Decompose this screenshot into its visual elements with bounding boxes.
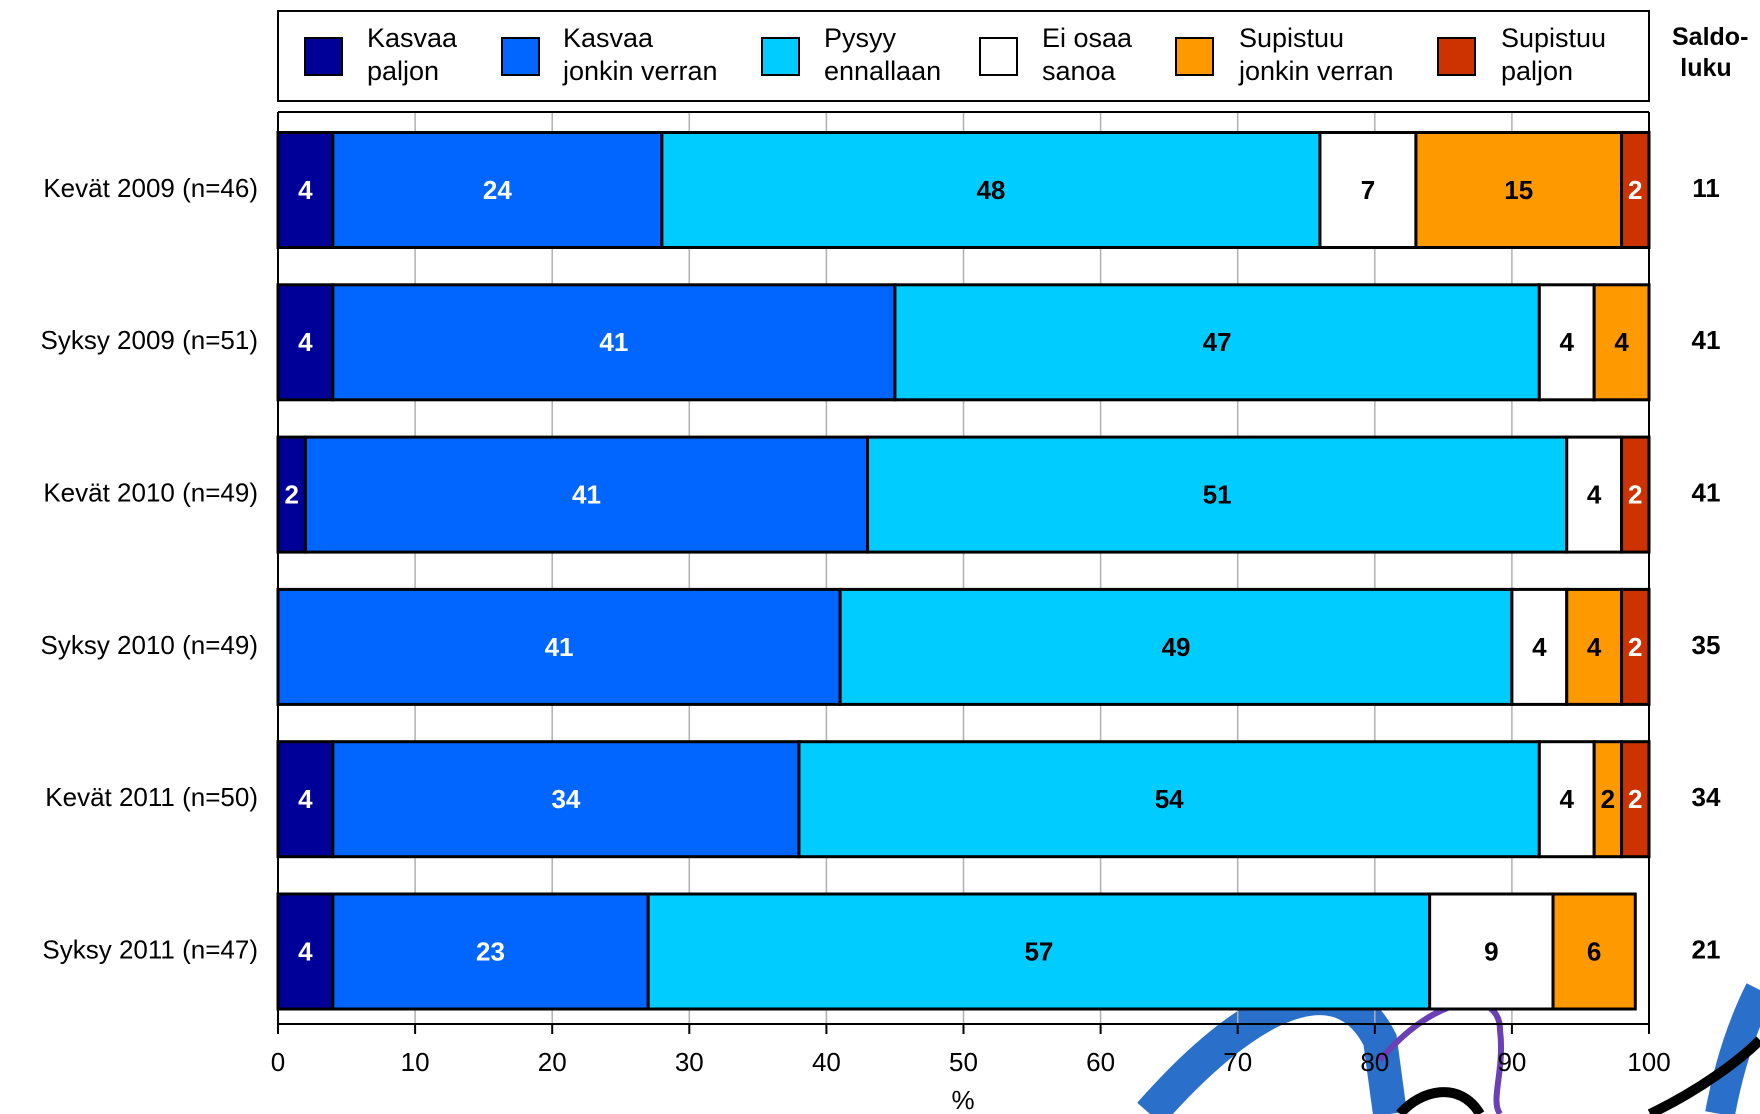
data-label: 2 xyxy=(1601,784,1615,814)
data-label: 4 xyxy=(1532,632,1547,662)
bar-segment xyxy=(1620,435,1651,554)
data-label: 54 xyxy=(1155,784,1184,814)
data-label: 4 xyxy=(1560,327,1575,357)
bar-segment xyxy=(276,740,335,859)
y-tick-label: Syksy 2011 (n=47) xyxy=(42,934,258,964)
legend-label: Kasvaa jonkin verran xyxy=(563,23,718,86)
data-label: 7 xyxy=(1361,175,1375,205)
bar-segment xyxy=(276,587,842,706)
bar-segment xyxy=(1620,131,1651,249)
x-tick-label: 0 xyxy=(271,1047,285,1077)
bar-segment xyxy=(331,283,897,402)
x-tick-label: 40 xyxy=(812,1047,841,1077)
bar-segment xyxy=(331,740,801,859)
data-label: 41 xyxy=(572,479,601,509)
data-label: 2 xyxy=(1628,479,1642,509)
data-label: 57 xyxy=(1024,936,1053,966)
saldo-value: 35 xyxy=(1692,630,1721,660)
x-tick-label: 30 xyxy=(675,1047,704,1077)
data-label: 4 xyxy=(1614,327,1629,357)
x-tick-label: 50 xyxy=(949,1047,978,1077)
bar-segment xyxy=(1537,740,1596,859)
legend-swatch xyxy=(979,37,1018,76)
data-label: 4 xyxy=(1560,784,1575,814)
legend-label: Supistuu paljon xyxy=(1501,23,1607,86)
data-label: 15 xyxy=(1504,175,1533,205)
data-label: 2 xyxy=(1628,175,1642,205)
bar-segment xyxy=(838,587,1514,706)
data-label: 48 xyxy=(976,175,1005,205)
bar-segment xyxy=(303,435,870,554)
bar-segment xyxy=(1551,892,1637,1011)
legend-swatch xyxy=(501,37,540,76)
data-label: 4 xyxy=(1587,632,1602,662)
saldo-value: 41 xyxy=(1692,477,1721,507)
saldo-value: 34 xyxy=(1692,782,1721,812)
x-axis-label: % xyxy=(951,1085,974,1114)
x-tick-label: 70 xyxy=(1223,1047,1252,1077)
x-tick-label: 20 xyxy=(538,1047,567,1077)
legend-label: Ei osaa sanoa xyxy=(1042,23,1133,86)
data-label: 2 xyxy=(1628,784,1642,814)
bar-segment xyxy=(1565,435,1624,554)
data-label: 9 xyxy=(1484,936,1498,966)
data-label: 2 xyxy=(284,479,298,509)
data-label: 41 xyxy=(599,327,628,357)
x-tick-label: 10 xyxy=(401,1047,430,1077)
saldo-header: Saldo- luku xyxy=(1672,23,1749,82)
legend-swatch xyxy=(1175,37,1214,76)
legend-label: Supistuu jonkin verran xyxy=(1239,23,1394,86)
y-tick-label: Syksy 2009 (n=51) xyxy=(40,325,258,355)
bar-segment xyxy=(331,892,650,1011)
saldo-value: 11 xyxy=(1692,173,1720,203)
bar-segment xyxy=(1428,892,1555,1011)
data-label: 4 xyxy=(298,936,313,966)
data-label: 41 xyxy=(545,632,574,662)
data-label: 6 xyxy=(1587,936,1601,966)
bar-segment xyxy=(1620,740,1651,859)
bar-segment xyxy=(331,131,664,249)
data-label: 51 xyxy=(1203,479,1232,509)
data-label: 4 xyxy=(1587,479,1602,509)
data-label: 4 xyxy=(298,327,313,357)
data-label: 23 xyxy=(476,936,505,966)
data-label: 34 xyxy=(551,784,580,814)
x-tick-label: 60 xyxy=(1086,1047,1115,1077)
legend-swatch xyxy=(1437,37,1476,76)
saldo-value: 21 xyxy=(1692,934,1721,964)
data-label: 47 xyxy=(1203,327,1232,357)
data-label: 2 xyxy=(1628,632,1642,662)
y-tick-label: Kevät 2010 (n=49) xyxy=(43,477,258,507)
bar-segment xyxy=(1510,587,1569,706)
y-tick-label: Syksy 2010 (n=49) xyxy=(40,630,258,660)
data-label: 4 xyxy=(298,175,313,205)
bar-segment xyxy=(276,892,335,1011)
bar-segment xyxy=(866,435,1569,554)
x-tick-label: 100 xyxy=(1627,1047,1670,1077)
legend-swatch xyxy=(761,37,800,76)
y-tick-label: Kevät 2009 (n=46) xyxy=(43,173,258,203)
data-label: 49 xyxy=(1162,632,1191,662)
x-tick-label: 80 xyxy=(1360,1047,1389,1077)
legend-label: Pysyy ennallaan xyxy=(824,23,942,86)
bar-segment xyxy=(893,283,1541,402)
legend-swatch xyxy=(304,37,343,76)
bar-segment xyxy=(1592,283,1651,402)
bar-segment xyxy=(1318,131,1418,249)
data-label: 24 xyxy=(483,175,512,205)
data-label: 4 xyxy=(298,784,313,814)
saldo-value: 41 xyxy=(1692,325,1721,355)
x-tick-label: 90 xyxy=(1497,1047,1526,1077)
legend-label: Kasvaa paljon xyxy=(367,23,458,86)
bar-segment xyxy=(1620,587,1651,706)
y-tick-label: Kevät 2011 (n=50) xyxy=(45,782,258,812)
